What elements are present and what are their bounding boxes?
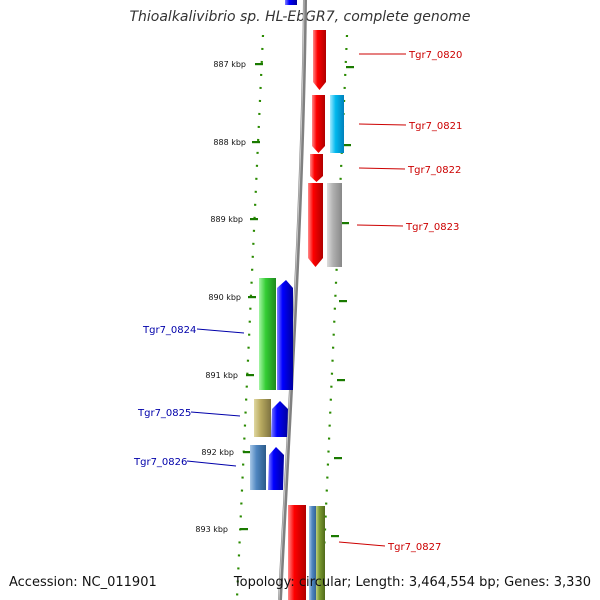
gene-feature [268, 447, 284, 490]
kbp-tick-label: 890 kbp [208, 293, 241, 302]
gene-label-tgr7-0823: Tgr7_0823 [405, 222, 459, 233]
topology-text: Topology: circular; Length: 3,464,554 bp… [233, 575, 591, 590]
leader-line [196, 328, 245, 334]
dotted-guide-lines [235, 34, 349, 599]
gene-feature [285, 0, 297, 5]
gene-feature [310, 154, 323, 182]
kbp-tick-label: 891 kbp [205, 371, 238, 380]
major-ticks [240, 63, 354, 538]
gene-feature [308, 183, 323, 267]
gene-label-tgr7-0822: Tgr7_0822 [407, 165, 461, 176]
gene-feature [277, 280, 293, 390]
gene-label-tgr7-0821: Tgr7_0821 [408, 121, 462, 132]
gene-label-tgr7-0827: Tgr7_0827 [387, 542, 441, 553]
tick-mark [250, 218, 258, 221]
gene-feature [316, 506, 325, 600]
tick-mark [341, 222, 349, 225]
gene-feature [313, 30, 326, 90]
gene-feature [250, 445, 266, 490]
gene-feature [309, 506, 317, 600]
gene-label-tgr7-0826: Tgr7_0826 [133, 457, 187, 468]
leader-line [358, 167, 406, 170]
leader-line [358, 123, 407, 126]
gene-feature [271, 401, 288, 437]
gene-features [250, 0, 344, 600]
leader-lines [186, 53, 407, 547]
gene-feature [259, 278, 276, 390]
gene-feature [254, 399, 271, 437]
kbp-tick-label: 892 kbp [201, 448, 234, 457]
tick-mark [337, 379, 345, 382]
kbp-tick-label: 887 kbp [213, 60, 246, 69]
leader-line [186, 460, 237, 467]
genome-backbone [278, 0, 307, 600]
map-title: Thioalkalivibrio sp. HL-EbGR7, complete … [129, 9, 471, 25]
genome-backbone-highlight [278, 0, 305, 600]
kbp-tick-label: 888 kbp [213, 138, 246, 147]
gene-label-tgr7-0825: Tgr7_0825 [137, 408, 191, 419]
leader-line [338, 541, 386, 547]
tick-mark [246, 374, 254, 377]
gene-feature [312, 95, 325, 153]
kbp-labels: 887 kbp 888 kbp 889 kbp 890 kbp 891 kbp … [195, 60, 246, 534]
tick-mark [252, 141, 260, 144]
gene-feature [330, 95, 344, 153]
gene-labels: Tgr7_0820 Tgr7_0821 Tgr7_0822 Tgr7_0823 … [133, 50, 462, 553]
leader-line [356, 224, 404, 227]
tick-mark [331, 535, 339, 538]
leader-line [190, 411, 241, 417]
gene-feature [327, 183, 342, 267]
gene-label-tgr7-0824: Tgr7_0824 [142, 325, 196, 336]
tick-mark [334, 457, 342, 460]
accession-text: Accession: NC_011901 [9, 575, 157, 590]
gene-feature [288, 505, 306, 600]
tick-mark [339, 300, 347, 303]
kbp-tick-label: 889 kbp [210, 215, 243, 224]
right-dotted-guide [320, 34, 349, 599]
tick-mark [343, 144, 351, 147]
gene-label-tgr7-0820: Tgr7_0820 [408, 50, 462, 61]
tick-mark [240, 528, 248, 531]
tick-mark [346, 66, 354, 69]
tick-mark [248, 296, 256, 299]
tick-mark [243, 451, 251, 454]
left-dotted-guide [235, 34, 265, 599]
tick-mark [255, 63, 263, 66]
kbp-tick-label: 893 kbp [195, 525, 228, 534]
